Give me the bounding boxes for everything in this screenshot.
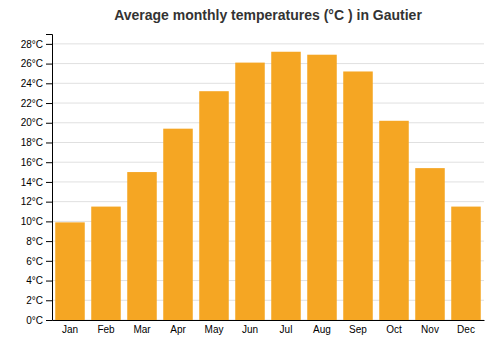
y-tick-mark (46, 83, 52, 84)
x-tick-label: Oct (386, 324, 402, 335)
x-tick: Jun (242, 324, 258, 335)
grid-line (52, 63, 484, 64)
y-tick: 26°C (21, 58, 52, 69)
y-axis: 0°C 2°C 4°C 6°C 8°C 10°C 12°C 14°C 16°C 18°C 20°C 2… (21, 35, 53, 326)
grid-line (52, 142, 484, 143)
y-tick-label: 18°C (21, 137, 43, 148)
bar (235, 63, 265, 320)
x-tick: Nov (421, 324, 439, 335)
grid-line (52, 122, 484, 123)
y-tick-mark (46, 123, 52, 124)
y-tick: 2°C (26, 295, 52, 306)
y-tick-label: 20°C (21, 117, 43, 128)
y-tick: 16°C (21, 157, 52, 168)
grid-line (52, 162, 484, 163)
y-tick: 20°C (21, 117, 52, 128)
grid (52, 44, 484, 320)
y-tick: 8°C (26, 236, 52, 247)
x-tick: Sep (349, 324, 367, 335)
y-tick-mark (46, 142, 52, 143)
y-tick-label: 24°C (21, 78, 43, 89)
y-tick-mark (46, 221, 52, 222)
y-tick-label: 28°C (21, 39, 43, 50)
y-tick-mark (46, 182, 52, 183)
bar (163, 129, 193, 320)
y-tick-label: 14°C (21, 177, 43, 188)
grid-line (52, 43, 484, 44)
grid-line (52, 83, 484, 84)
bar (91, 207, 121, 320)
y-tick-mark (46, 202, 52, 203)
y-tick-label: 8°C (26, 236, 43, 247)
x-tick-label: Feb (97, 324, 115, 335)
x-tick: Jul (280, 324, 293, 335)
y-tick-mark (46, 162, 52, 163)
y-tick: 28°C (21, 39, 52, 50)
bar (271, 52, 301, 320)
y-tick-label: 6°C (26, 256, 43, 267)
chart-svg: 0°C 2°C 4°C 6°C 8°C 10°C 12°C 14°C 16°C 18°C 20°C 2… (0, 0, 500, 350)
x-tick-label: Nov (421, 324, 439, 335)
y-tick-label: 0°C (26, 315, 43, 326)
y-tick-mark (46, 44, 52, 45)
y-tick: 10°C (21, 216, 52, 227)
x-tick: Oct (386, 324, 402, 335)
y-tick-mark (46, 320, 52, 321)
y-tick-mark (46, 300, 52, 301)
chart-title: Average monthly temperatures (°C ) in Ga… (114, 7, 422, 23)
x-tick: Jan (62, 324, 78, 335)
y-tick: 0°C (26, 315, 52, 326)
bar (127, 172, 157, 320)
y-tick-mark (46, 261, 52, 262)
y-tick: 24°C (21, 78, 52, 89)
x-tick-label: Jul (280, 324, 293, 335)
x-tick: Dec (457, 324, 475, 335)
bar (307, 55, 337, 320)
y-tick: 12°C (21, 196, 52, 207)
grid-line (52, 103, 484, 104)
y-tick-label: 12°C (21, 196, 43, 207)
x-tick: May (205, 324, 224, 335)
x-tick-label: Dec (457, 324, 475, 335)
y-axis-line (46, 35, 53, 321)
x-tick-label: Sep (349, 324, 367, 335)
bar (343, 71, 373, 320)
x-tick-label: Jun (242, 324, 258, 335)
y-tick-label: 2°C (26, 295, 43, 306)
y-tick: 22°C (21, 98, 52, 109)
y-tick-label: 10°C (21, 216, 43, 227)
y-tick: 4°C (26, 275, 52, 286)
bar (199, 91, 229, 320)
y-tick-label: 16°C (21, 157, 43, 168)
chart-container: 0°C 2°C 4°C 6°C 8°C 10°C 12°C 14°C 16°C 18°C 20°C 2… (0, 0, 500, 350)
bars (55, 52, 481, 320)
x-tick: Mar (133, 324, 151, 335)
bar (379, 121, 409, 320)
plot-area: 0°C 2°C 4°C 6°C 8°C 10°C 12°C 14°C 16°C 18°C 20°C 2… (21, 35, 485, 336)
y-tick-label: 26°C (21, 58, 43, 69)
y-tick-mark (46, 281, 52, 282)
bar (55, 222, 85, 320)
y-tick-label: 4°C (26, 275, 43, 286)
x-tick-label: Aug (313, 324, 331, 335)
x-tick-label: Mar (133, 324, 151, 335)
x-tick: Feb (97, 324, 115, 335)
x-tick-label: Jan (62, 324, 78, 335)
y-tick-mark (46, 103, 52, 104)
x-tick: Apr (170, 324, 186, 335)
x-axis-line (53, 320, 485, 321)
y-tick: 18°C (21, 137, 52, 148)
y-tick-mark (46, 64, 52, 65)
y-tick-label: 22°C (21, 98, 43, 109)
x-axis: Jan Feb Mar Apr May Jun Jul Aug Sep Oct Nov Dec (53, 321, 485, 336)
y-tick: 6°C (26, 256, 52, 267)
x-tick-label: May (205, 324, 224, 335)
x-tick-label: Apr (170, 324, 186, 335)
bar (451, 207, 481, 320)
y-tick-mark (46, 241, 52, 242)
y-tick: 14°C (21, 177, 52, 188)
x-tick: Aug (313, 324, 331, 335)
bar (415, 168, 445, 320)
